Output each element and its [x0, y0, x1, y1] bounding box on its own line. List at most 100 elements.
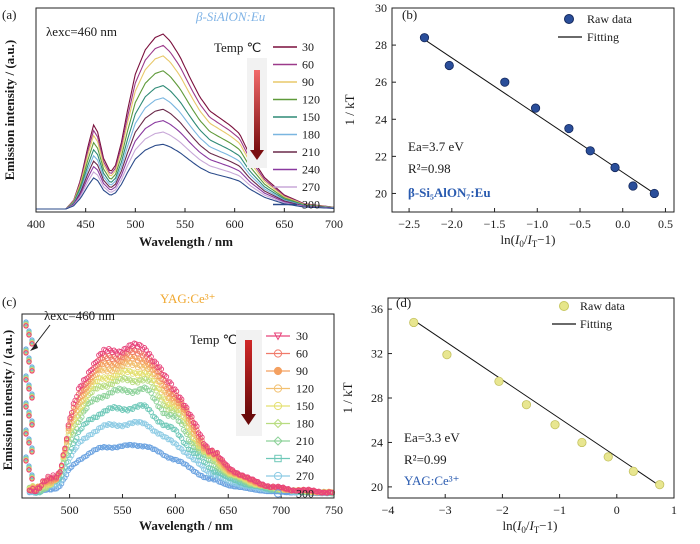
panel-b-ylabel: 1 / kT	[342, 94, 357, 125]
panel-d-point	[521, 400, 532, 410]
panel-a-series-120	[36, 70, 335, 210]
panel-c-point-270	[104, 422, 110, 429]
panel-c-excitation-point	[29, 476, 35, 482]
panel-c-point-30	[63, 435, 70, 442]
panel-c-excitation-point	[23, 404, 29, 410]
panel-c-point-270	[150, 428, 156, 434]
panel-c-point-30	[143, 347, 149, 353]
panel-b-xtick-label: −0.5	[569, 217, 591, 231]
panel-c-point-240	[69, 446, 75, 452]
panel-c-legend-label: 150	[296, 399, 314, 413]
panel-b-plot	[419, 33, 659, 199]
panel-d-ytick-label: 36	[371, 302, 383, 316]
panel-c-point-150	[145, 372, 151, 378]
panel-c-point-30	[57, 469, 63, 475]
panel-c-point-30	[214, 449, 220, 456]
panel-c-xtick-label: 550	[113, 503, 131, 517]
panel-c-point-240	[106, 405, 112, 411]
panel-c-xtick-label: 700	[272, 503, 290, 517]
panel-c-legend-label: 120	[296, 382, 314, 396]
panel-d-point	[628, 466, 638, 476]
panel-a-series-30	[36, 33, 335, 210]
panel-a-legend-title: Temp ℃	[214, 40, 261, 55]
panel-c-point-30	[267, 484, 273, 490]
panel-b-r2: R²=0.98	[408, 161, 451, 176]
panel-d-label: (d)	[396, 295, 411, 310]
panel-d-xtick-label: 1	[671, 503, 677, 517]
panel-d-material: YAG:Ce³⁺	[404, 473, 460, 488]
panel-c-point-240	[182, 441, 188, 447]
panel-b-xtick-label: −2.0	[441, 217, 463, 231]
panel-c-point-210	[111, 387, 117, 393]
panel-c-point-30	[162, 372, 168, 378]
panel-c-point-210	[151, 396, 158, 402]
panel-d-xtick-label: 0	[614, 503, 620, 517]
panel-d-ytick-label: 24	[371, 435, 383, 449]
panel-c-excitation-point	[23, 350, 29, 356]
panel-d-point	[550, 420, 560, 430]
panel-d-point	[655, 480, 665, 490]
panel-c-arrow-shaft	[245, 340, 252, 414]
panel-a-series-150	[36, 84, 335, 210]
panel-b-legend-raw: Raw data	[587, 12, 633, 26]
panel-b-ea: Ea=3.7 eV	[408, 139, 464, 154]
panel-c-label: (c)	[2, 294, 16, 309]
panel-c-point-300	[155, 449, 161, 455]
panel-d-ytick-label: 28	[371, 391, 383, 405]
panel-c-material: YAG:Ce³⁺	[160, 291, 216, 306]
panel-c-point-30	[302, 487, 308, 493]
panel-a-series-210	[36, 108, 335, 210]
panel-c-legend-marker	[273, 436, 283, 446]
panel-c-point-30	[84, 375, 90, 381]
panel-b-legend-fit: Fitting	[587, 30, 619, 44]
panel-c-point-180	[106, 381, 112, 387]
panel-c-xtick-label: 500	[61, 503, 79, 517]
panel-c-point-30	[58, 462, 65, 468]
panel-a-xtick-label: 400	[27, 217, 45, 231]
panel-c-point-30	[94, 358, 100, 364]
panel-d-xtick-label: −3	[439, 503, 452, 517]
panel-c-legend-marker	[274, 454, 282, 463]
panel-c-xtick-label: 750	[325, 503, 343, 517]
panel-c-legend-marker	[273, 366, 283, 376]
panel-a-legend-label: 210	[302, 145, 320, 159]
panel-c-point-270	[101, 422, 107, 428]
panel-c-point-30	[79, 382, 85, 388]
panel-a-legend-label: 120	[302, 93, 320, 107]
panel-c-excitation-point	[23, 323, 29, 329]
panel-a-legend-label: 150	[302, 110, 320, 124]
panel-c-legend: 30 60 90 120 150 180 210 240 270 300	[266, 329, 314, 501]
panel-c-legend-label: 300	[296, 487, 314, 501]
panel-d-xticks: −4 −3 −2 −1 0 1	[382, 494, 677, 517]
panel-d-point	[442, 350, 452, 360]
panel-c-point-210	[160, 410, 166, 417]
panel-a-series-180	[36, 97, 335, 210]
panel-c-xtick-label: 600	[166, 503, 184, 517]
panel-c-point-30	[158, 366, 165, 372]
panel-b-frame	[391, 7, 675, 213]
panel-d-xtick-label: −2	[496, 503, 509, 517]
panel-a-xticks: 400 450 500 550 600 650 700	[27, 208, 343, 231]
panel-a-plot	[36, 33, 335, 210]
panel-a-xtick-label: 700	[325, 217, 343, 231]
panel-c-point-270	[121, 422, 127, 428]
panel-d-legend-raw: Raw data	[580, 299, 626, 313]
panel-b-point	[500, 77, 510, 87]
panel-a: 400 450 500 550 600 650 700 Wavelength / nm Em…	[2, 7, 343, 249]
panel-a-series-270	[36, 131, 335, 210]
panel-c-point-30	[189, 414, 195, 420]
panel-c-point-30	[89, 366, 95, 373]
panel-b-point	[530, 103, 541, 113]
panel-c-point-30	[148, 353, 154, 360]
panel-c-point-60	[65, 423, 71, 430]
panel-c-xlabel: Wavelength / nm	[139, 518, 233, 533]
panel-c-point-240	[212, 469, 219, 475]
panel-c-point-240	[104, 408, 110, 414]
panel-c-pointer-head	[30, 343, 38, 351]
panel-c-pointer	[33, 324, 51, 347]
panel-c-legend-marker	[273, 332, 283, 341]
panel-c-point-150	[136, 370, 143, 376]
panel-d-plot	[409, 317, 665, 490]
panel-c-excitation-point	[29, 368, 35, 374]
